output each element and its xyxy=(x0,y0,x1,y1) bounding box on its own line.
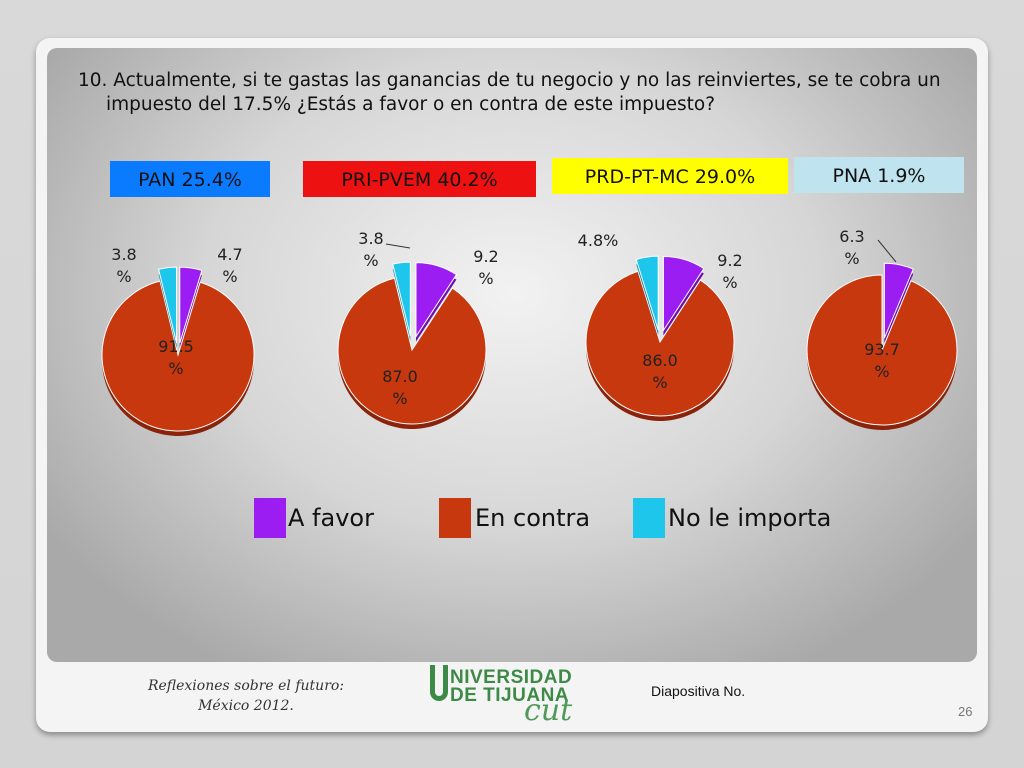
party-label-pna: PNA 1.9% xyxy=(794,157,964,193)
legend-swatch-no-le-importa xyxy=(633,498,665,538)
logo-text-line1: NIVERSIDAD xyxy=(450,667,573,688)
pie-3-label-en-contra: 86.0% xyxy=(642,351,678,392)
pie-4-label-en-contra: 93.7% xyxy=(864,340,900,381)
pie-3-label-a-favor: 9.2% xyxy=(717,251,742,292)
legend-label-no-le-importa: No le importa xyxy=(668,504,832,532)
legend-label-en-contra: En contra xyxy=(475,504,591,532)
pie-3-label-no-le-importa: 4.8% xyxy=(578,231,619,250)
pie-chart-2: 9.2 % 87.0 % 3.8% xyxy=(337,229,499,430)
pie-3-slice-en-contra xyxy=(585,270,735,417)
pie-1-slice-no-le-importa xyxy=(157,266,178,344)
party-label-pan: PAN 25.4% xyxy=(110,161,270,197)
pie-2-slice-en-contra xyxy=(337,277,487,425)
pie-2-slice-a-favor xyxy=(415,262,458,339)
party-label-pri-pvem: PRI-PVEM 40.2% xyxy=(303,161,536,197)
pie-1-label-en-contra: 91.5% xyxy=(158,337,194,378)
footer-title-line2: México 2012. xyxy=(198,698,294,714)
pie-2-slice-no-le-importa xyxy=(392,261,411,337)
university-logo: NIVERSIDAD DE TIJUANA cut xyxy=(430,665,590,728)
pie-4-slice-en-contra xyxy=(806,274,958,426)
logo-cut-text: cut xyxy=(524,693,573,728)
pie-2-label-a-favor: 9.2% xyxy=(473,247,498,288)
question-text: 10. Actualmente, si te gastas las gananc… xyxy=(78,70,941,115)
pie-chart-3: 9.2 % 86.0 % 4.8% xyxy=(578,231,743,421)
footer-title: Reflexiones sobre el futuro: México 2012… xyxy=(106,676,386,716)
legend-swatch-en-contra xyxy=(439,498,471,538)
legend-swatch-a-favor xyxy=(254,498,286,538)
pie-4-label-a-favor: 6.3% xyxy=(839,227,864,268)
logo-text-line2: DE TIJUANA xyxy=(450,685,570,706)
pie-1-slice-a-favor xyxy=(179,266,203,344)
pie-2-label-en-contra: 87.0% xyxy=(382,367,418,408)
leader-line-2 xyxy=(877,239,897,263)
legend: A favor En contra No le importa xyxy=(254,498,874,538)
pie-1-slice-en-contra xyxy=(101,280,255,432)
legend-label-a-favor: A favor xyxy=(288,504,374,532)
pie-4-slice-a-favor xyxy=(883,262,914,339)
pie-chart-1: 4.7 % 91.5 % 3.8% xyxy=(101,245,255,437)
page-number: 26 xyxy=(958,704,973,719)
pie-1-label-a-favor: 4.7% xyxy=(217,245,242,286)
pie-3-slice-no-le-importa xyxy=(635,255,659,331)
pie-1-label-no-le-importa: 3.8% xyxy=(111,245,136,286)
diapositiva-label: Diapositiva No. xyxy=(651,683,746,699)
pie-2-label-no-le-importa: 3.8% xyxy=(358,229,383,270)
leader-line-1 xyxy=(385,243,411,249)
party-label-prd-pt-mc: PRD-PT-MC 29.0% xyxy=(552,158,788,194)
pie-3-slice-a-favor xyxy=(662,255,705,333)
logo-u-mark xyxy=(430,665,448,701)
pie-chart-4: 6.3 % 93.7% xyxy=(806,227,958,430)
footer-title-line1: Reflexiones sobre el futuro: xyxy=(147,678,345,694)
